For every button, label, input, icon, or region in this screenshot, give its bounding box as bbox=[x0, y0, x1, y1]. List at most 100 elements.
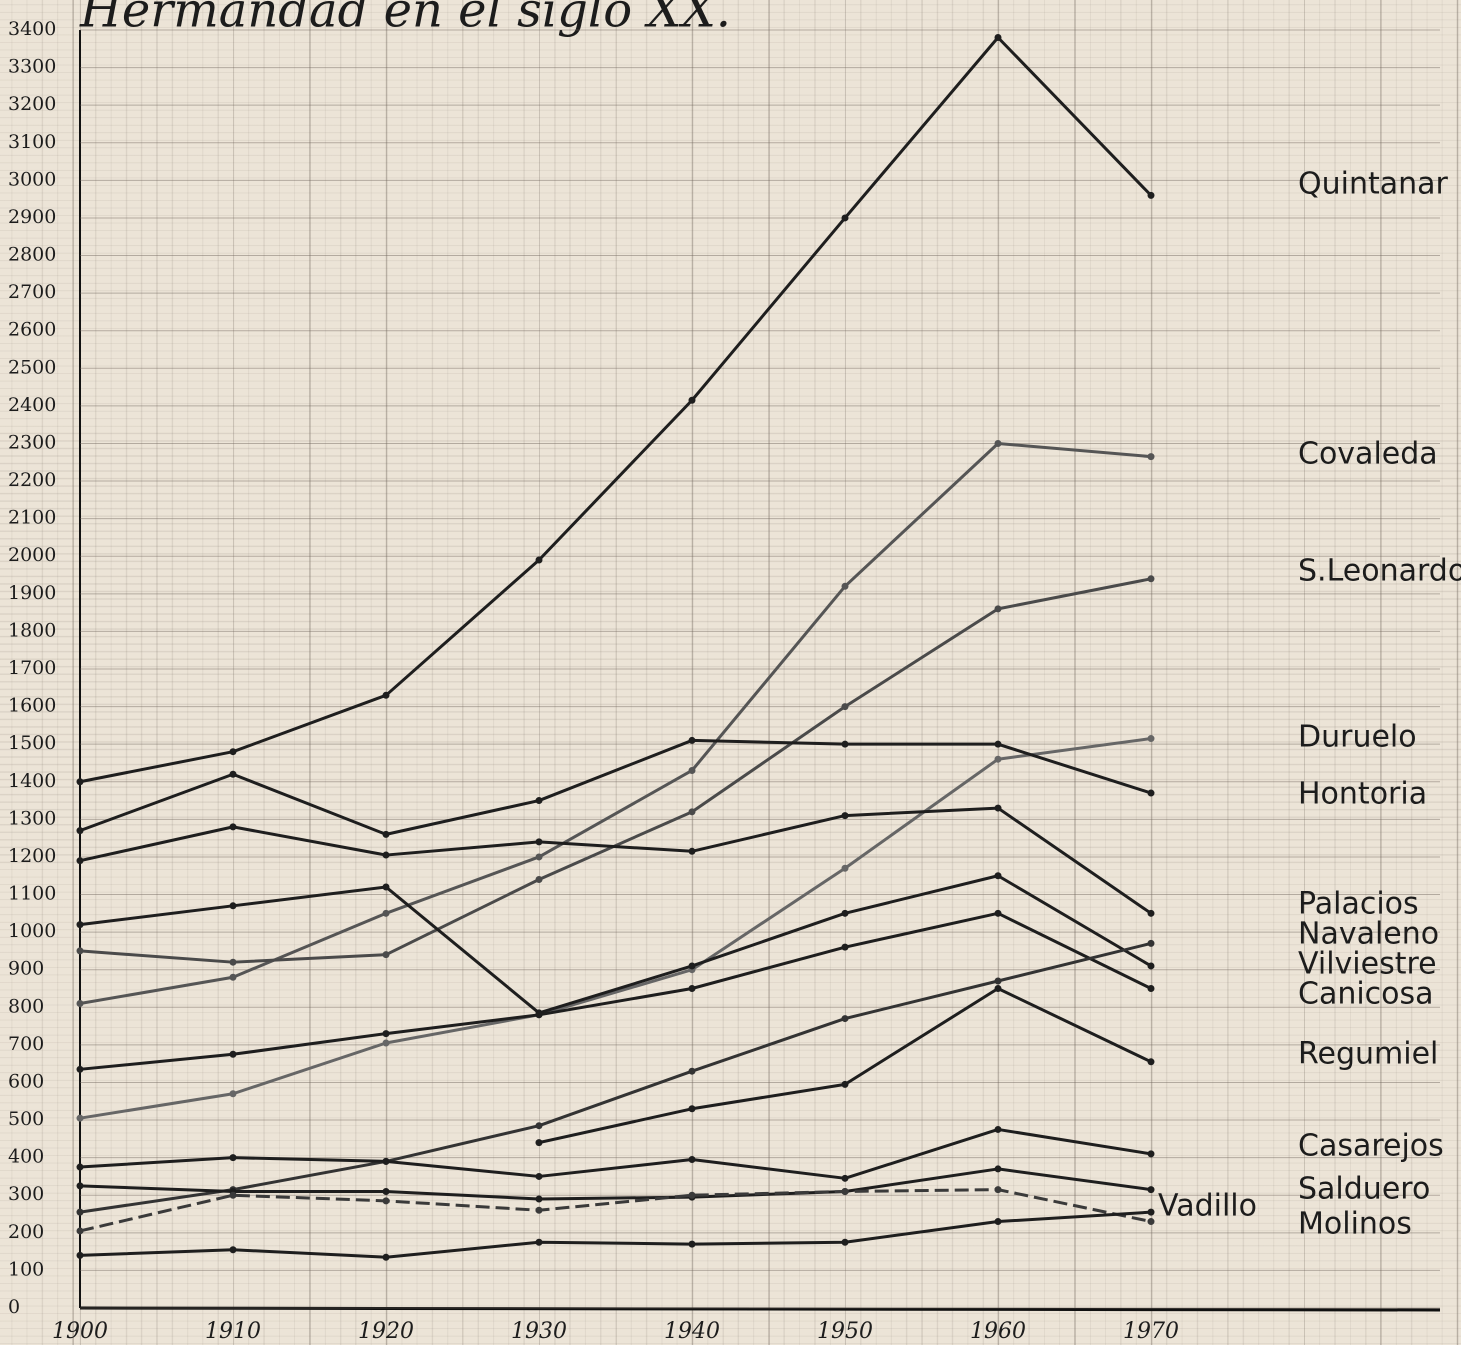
x-tick-label: 1940 bbox=[664, 1319, 720, 1344]
point bbox=[229, 1050, 237, 1058]
series-label: S.Leonardo bbox=[1298, 554, 1461, 589]
series-line bbox=[79, 806, 1152, 915]
point bbox=[688, 736, 696, 744]
y-tick-label: 2300 bbox=[8, 431, 56, 453]
y-tick-label: 200 bbox=[8, 1221, 44, 1243]
point bbox=[1147, 985, 1155, 992]
point bbox=[1147, 1186, 1155, 1194]
y-tick-label: 1300 bbox=[8, 807, 56, 829]
point bbox=[382, 909, 390, 917]
point bbox=[841, 812, 849, 820]
series-label: Casarejos bbox=[1298, 1129, 1444, 1164]
series-line bbox=[79, 738, 1152, 836]
point bbox=[994, 34, 1002, 42]
series-line bbox=[79, 1210, 1152, 1259]
point bbox=[535, 1122, 543, 1130]
y-tick-label: 300 bbox=[8, 1183, 44, 1205]
point bbox=[535, 1139, 543, 1147]
y-tick-label: 2500 bbox=[8, 356, 56, 378]
point bbox=[688, 1105, 696, 1113]
x-tick-label: 1970 bbox=[1123, 1319, 1179, 1344]
point bbox=[841, 1238, 849, 1246]
series-line bbox=[79, 1188, 1152, 1233]
point bbox=[229, 1191, 237, 1199]
y-tick-label: 3100 bbox=[8, 131, 56, 153]
point bbox=[841, 582, 849, 590]
point bbox=[382, 830, 390, 838]
point bbox=[76, 827, 84, 835]
point bbox=[229, 1154, 237, 1162]
x-tick-label: 1950 bbox=[817, 1319, 873, 1344]
series-label: Regumiel bbox=[1298, 1037, 1438, 1072]
point bbox=[76, 1163, 84, 1171]
point bbox=[688, 962, 696, 970]
point bbox=[535, 1195, 543, 1203]
point bbox=[382, 951, 390, 959]
x-tick-label: 1960 bbox=[970, 1319, 1026, 1344]
point bbox=[1147, 789, 1155, 797]
point bbox=[994, 605, 1002, 613]
point bbox=[229, 748, 237, 756]
point bbox=[688, 396, 696, 404]
x-axis bbox=[79, 1306, 1441, 1312]
point bbox=[229, 902, 237, 910]
point bbox=[76, 1065, 84, 1073]
point bbox=[688, 1067, 696, 1075]
point bbox=[76, 947, 84, 955]
point bbox=[1147, 909, 1155, 917]
y-tick-label: 1200 bbox=[8, 845, 56, 867]
series-label: Canicosa bbox=[1298, 977, 1434, 1012]
point bbox=[382, 851, 390, 859]
point bbox=[382, 1157, 390, 1165]
point bbox=[688, 1191, 696, 1199]
x-tick-label: 1920 bbox=[358, 1319, 414, 1344]
series-line bbox=[79, 1167, 1152, 1201]
y-tick-label: 2400 bbox=[8, 394, 56, 416]
series-label: Quintanar bbox=[1298, 167, 1449, 202]
point bbox=[229, 823, 237, 831]
series-label: Duruelo bbox=[1298, 720, 1417, 755]
x-tick-label: 1930 bbox=[511, 1319, 567, 1344]
y-tick-label: 500 bbox=[8, 1108, 44, 1130]
y-tick-label: 3300 bbox=[8, 56, 56, 78]
point bbox=[841, 1015, 849, 1023]
series-label: Covaleda bbox=[1298, 437, 1438, 472]
y-tick-label: 2100 bbox=[8, 507, 56, 529]
point bbox=[76, 1114, 84, 1122]
y-tick-label: 1600 bbox=[8, 695, 56, 717]
point bbox=[688, 1240, 696, 1248]
point bbox=[535, 853, 543, 861]
point bbox=[382, 691, 390, 699]
series-line bbox=[79, 911, 1152, 1071]
point bbox=[382, 1187, 390, 1195]
chart-title: Hermandad en el siglo XX. bbox=[79, 0, 731, 39]
y-tick-label: 400 bbox=[8, 1146, 44, 1168]
series-line bbox=[79, 941, 1152, 1214]
point bbox=[76, 1227, 84, 1235]
point bbox=[76, 857, 84, 865]
series-label: Palacios bbox=[1298, 887, 1419, 922]
y-tick-label: 2200 bbox=[8, 469, 56, 491]
y-tick-label: 2800 bbox=[8, 244, 56, 266]
point bbox=[1147, 962, 1155, 970]
point bbox=[841, 703, 849, 711]
point bbox=[688, 1156, 696, 1164]
point bbox=[229, 958, 237, 966]
point bbox=[535, 1172, 543, 1180]
y-tick-label: 1000 bbox=[8, 920, 56, 942]
point bbox=[1147, 1218, 1155, 1226]
point bbox=[841, 1080, 849, 1088]
point bbox=[994, 1218, 1002, 1226]
point bbox=[841, 943, 849, 951]
point bbox=[1147, 191, 1155, 199]
y-tick-label: 3200 bbox=[8, 93, 56, 115]
point bbox=[229, 770, 237, 778]
point bbox=[1147, 1208, 1155, 1216]
series-label: Vilviestre bbox=[1298, 947, 1437, 982]
point bbox=[535, 1206, 543, 1214]
series-label: Molinos bbox=[1298, 1207, 1412, 1242]
y-tick-label: 100 bbox=[8, 1258, 44, 1280]
series-line bbox=[538, 987, 1152, 1145]
point bbox=[229, 973, 237, 981]
point bbox=[382, 1039, 390, 1047]
